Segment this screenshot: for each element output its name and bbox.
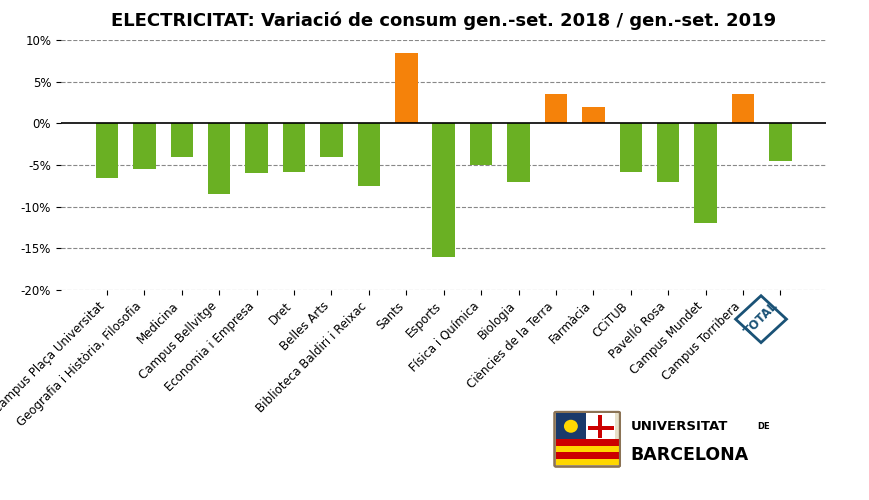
- Title: ELECTRICITAT: Variació de consum gen.-set. 2018 / gen.-set. 2019: ELECTRICITAT: Variació de consum gen.-se…: [111, 12, 775, 30]
- Text: DE: DE: [756, 422, 769, 430]
- Text: BARCELONA: BARCELONA: [630, 446, 748, 464]
- Bar: [656, 124, 679, 182]
- Bar: [619, 124, 641, 172]
- Bar: [587, 426, 613, 430]
- Bar: [320, 124, 342, 156]
- Text: UNIVERSITAT: UNIVERSITAT: [630, 420, 727, 432]
- Bar: [395, 52, 417, 124]
- Bar: [555, 413, 585, 440]
- Bar: [507, 124, 529, 182]
- Bar: [598, 414, 601, 438]
- Bar: [245, 124, 268, 174]
- Bar: [357, 124, 380, 186]
- Bar: [544, 94, 567, 124]
- Bar: [693, 124, 716, 224]
- Bar: [133, 124, 156, 169]
- Bar: [469, 124, 492, 165]
- Bar: [581, 106, 604, 124]
- Bar: [731, 94, 753, 124]
- FancyBboxPatch shape: [554, 412, 620, 467]
- Bar: [208, 124, 230, 194]
- Bar: [432, 124, 454, 256]
- Bar: [585, 413, 614, 440]
- Bar: [282, 124, 305, 172]
- Bar: [170, 124, 193, 156]
- Bar: [96, 124, 118, 178]
- Circle shape: [563, 420, 577, 432]
- Bar: [768, 124, 791, 161]
- Bar: [555, 440, 618, 446]
- Bar: [555, 446, 618, 452]
- Bar: [555, 459, 618, 465]
- Bar: [555, 452, 618, 459]
